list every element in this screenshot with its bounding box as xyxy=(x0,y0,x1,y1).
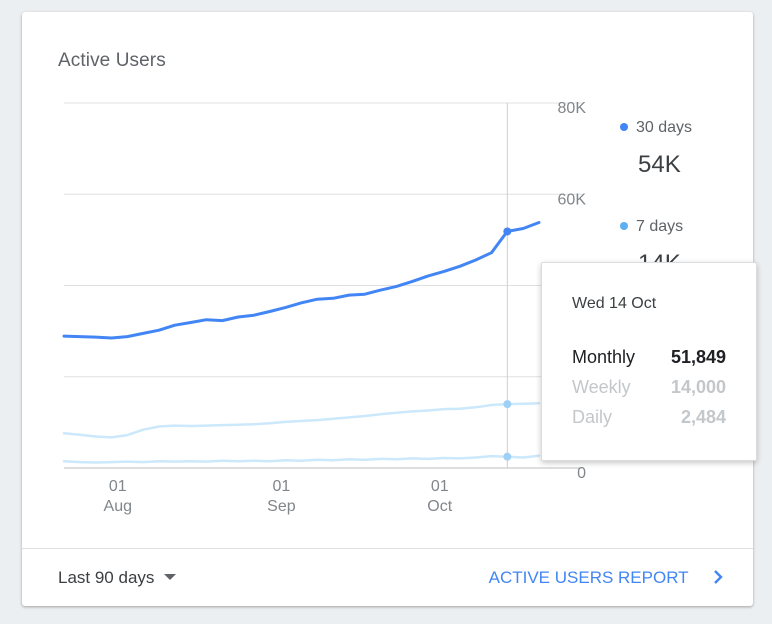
legend-value-30-days: 54K xyxy=(638,151,681,178)
chart-tooltip: Wed 14 Oct Monthly 51,849 Weekly 14,000 … xyxy=(541,262,757,461)
tooltip-label-monthly: Monthly xyxy=(572,347,636,367)
x-tick-day: 01 xyxy=(109,478,127,495)
legend-item-30-days: 30 days 54K xyxy=(620,119,692,179)
x-tick-month: Sep xyxy=(267,498,296,515)
tooltip-label-daily: Daily xyxy=(572,407,613,427)
legend-dot-30-days xyxy=(620,123,628,131)
tooltip-value-monthly: 51,849 xyxy=(670,347,726,367)
x-tick-day: 01 xyxy=(431,478,449,495)
card-title: Active Users xyxy=(58,50,166,71)
legend-label-30-days: 30 days xyxy=(636,119,693,136)
series-line-30-days xyxy=(62,221,541,340)
x-tick-month: Aug xyxy=(104,498,132,515)
caret-down-icon xyxy=(164,574,177,580)
x-tick-month: Oct xyxy=(427,498,452,515)
footer-divider xyxy=(22,548,753,549)
legend-dot-7-days xyxy=(620,222,628,230)
series-line-7-days xyxy=(62,401,541,439)
date-range-dropdown[interactable]: Last 90 days xyxy=(58,568,177,588)
tooltip-value-daily: 2,484 xyxy=(680,407,726,427)
hover-point-1-day xyxy=(503,452,512,461)
legend-label-7-days: 7 days xyxy=(636,218,684,235)
chevron-right-icon xyxy=(714,570,723,584)
y-tick-label: 60K xyxy=(558,191,587,208)
report-link-label: ACTIVE USERS REPORT xyxy=(488,568,689,587)
x-tick-day: 01 xyxy=(272,478,290,495)
date-range-label: Last 90 days xyxy=(58,568,155,587)
tooltip-label-weekly: Weekly xyxy=(572,377,631,397)
tooltip-value-weekly: 14,000 xyxy=(670,377,726,397)
hover-point-7-days xyxy=(503,400,512,409)
y-tick-label: 80K xyxy=(558,100,587,117)
tooltip-date: Wed 14 Oct xyxy=(572,295,657,312)
active-users-report-link[interactable]: ACTIVE USERS REPORT xyxy=(489,568,723,588)
series-line-1-day xyxy=(62,454,541,464)
hover-point-30-days xyxy=(503,227,512,236)
y-tick-label: 0 xyxy=(577,465,586,482)
